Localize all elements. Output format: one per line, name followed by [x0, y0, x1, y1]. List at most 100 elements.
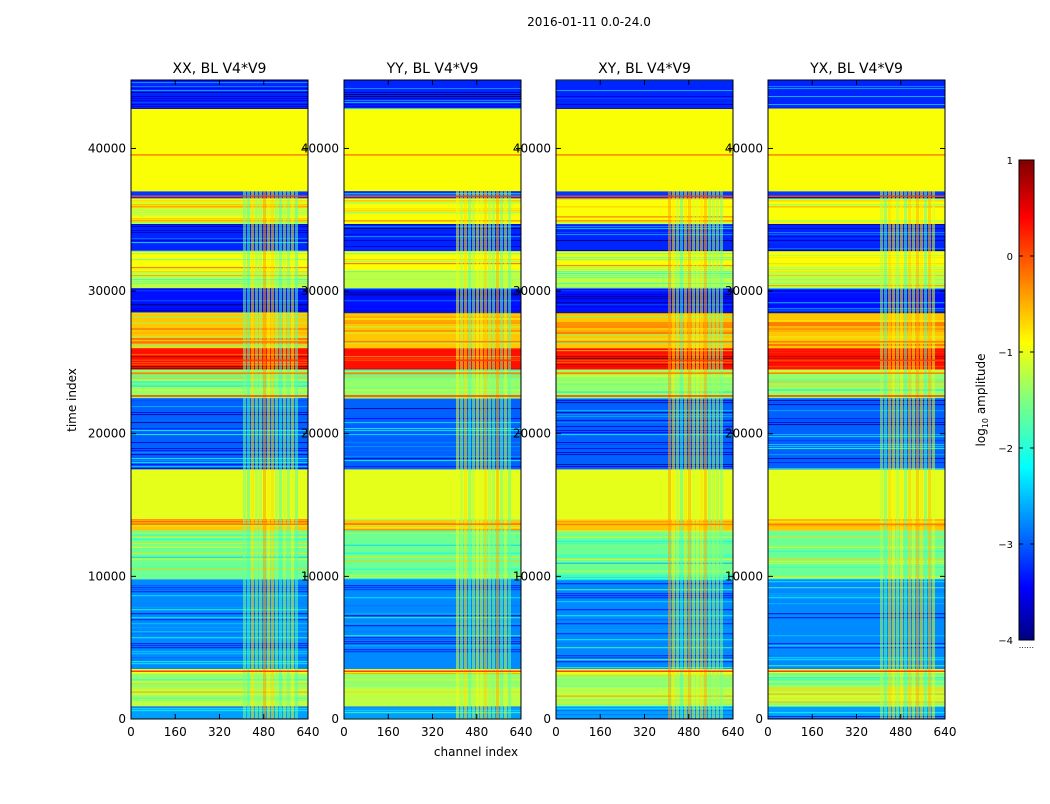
heatmap-row — [556, 362, 733, 364]
x-tick-label: 320 — [208, 725, 231, 739]
heatmap-band — [131, 398, 308, 470]
heatmap-row — [131, 661, 308, 663]
y-tick-label: 10000 — [725, 569, 763, 583]
heatmap-row — [556, 532, 733, 534]
heatmap-row — [768, 358, 945, 360]
heatmap-channel-column — [700, 191, 704, 719]
heatmap-row — [556, 259, 733, 261]
heatmap-cells — [556, 80, 733, 719]
heatmap-channel-column — [496, 191, 500, 719]
heatmap-row — [131, 430, 308, 432]
heatmap-row — [131, 460, 308, 462]
heatmap-row — [556, 629, 733, 631]
heatmap-row — [344, 446, 521, 448]
heatmap-row — [344, 639, 521, 641]
heatmap-row — [131, 697, 308, 699]
heatmap-row — [131, 536, 308, 538]
heatmap-row — [131, 657, 308, 659]
heatmap-row — [768, 265, 945, 267]
heatmap-row — [768, 701, 945, 703]
heatmap-channel-column — [712, 191, 716, 719]
x-tick-label: 0 — [764, 725, 772, 739]
heatmap-row — [556, 369, 733, 371]
heatmap-row — [344, 641, 521, 643]
heatmap-line — [768, 359, 945, 362]
heatmap-line — [344, 154, 521, 156]
heatmap-row — [344, 645, 521, 647]
heatmap-row — [556, 198, 733, 200]
y-tick-label: 10000 — [301, 569, 339, 583]
x-tick-label: 320 — [633, 725, 656, 739]
heatmap-row — [768, 366, 945, 368]
x-tick-label: 0 — [127, 725, 135, 739]
heatmap-row — [556, 220, 733, 222]
heatmap-row — [131, 238, 308, 240]
heatmap-row — [131, 206, 308, 208]
heatmap-row — [131, 603, 308, 605]
heatmap-channel-column — [900, 191, 904, 719]
panel-title: YY, BL V4*V9 — [386, 61, 479, 77]
heatmap-channel-column — [259, 191, 263, 719]
heatmap-row — [131, 208, 308, 210]
heatmap-channel-column — [255, 191, 259, 719]
heatmap-row — [344, 246, 521, 248]
heatmap-line — [556, 523, 733, 526]
heatmap-row — [768, 550, 945, 552]
colorbar-tick-label: 0 — [1007, 252, 1013, 263]
heatmap-row — [768, 566, 945, 568]
y-tick-label: 10000 — [513, 569, 551, 583]
heatmap-row — [344, 532, 521, 534]
heatmap-row — [131, 669, 308, 671]
heatmap-row — [556, 373, 733, 375]
heatmap-row — [556, 342, 733, 344]
heatmap-row — [768, 458, 945, 460]
heatmap-row — [344, 530, 521, 532]
heatmap-row — [556, 701, 733, 703]
heatmap-row — [768, 222, 945, 224]
heatmap-band — [768, 369, 945, 399]
colorbar-tick-label: −4 — [998, 636, 1013, 647]
heatmap-row — [131, 428, 308, 430]
heatmap-row — [556, 583, 733, 585]
x-tick-label: 160 — [589, 725, 612, 739]
heatmap-row — [556, 287, 733, 289]
heatmap-row — [556, 562, 733, 564]
heatmap-line — [768, 395, 945, 397]
heatmap-channel-column — [279, 191, 283, 719]
heatmap-row — [768, 521, 945, 523]
heatmap-row — [344, 679, 521, 681]
heatmap-channel-column — [672, 191, 676, 719]
heatmap-line — [131, 395, 308, 397]
heatmap-channel-column — [892, 191, 896, 719]
heatmap-band — [344, 530, 521, 580]
heatmap-row — [131, 552, 308, 554]
heatmap-row — [131, 448, 308, 450]
heatmap-channel-column — [904, 191, 908, 719]
heatmap-channel-column — [688, 191, 692, 719]
heatmap-row — [556, 290, 733, 292]
panel-xx: XX, BL V4*V9 0 160 320 480 640 0 10000 20000 3000… — [88, 61, 320, 739]
heatmap-row — [768, 204, 945, 206]
heatmap-row — [556, 400, 733, 402]
heatmap-row — [344, 200, 521, 202]
y-tick-label: 40000 — [88, 141, 126, 155]
heatmap-row — [768, 655, 945, 657]
heatmap-row — [131, 532, 308, 534]
heatmap-row — [344, 466, 521, 468]
heatmap-row — [556, 358, 733, 360]
heatmap-row — [344, 585, 521, 587]
heatmap-row — [556, 597, 733, 599]
panel-title: XY, BL V4*V9 — [598, 61, 691, 77]
heatmap-row — [768, 444, 945, 446]
heatmap-row — [556, 267, 733, 269]
heatmap-row — [344, 544, 521, 546]
heatmap-line — [556, 341, 733, 343]
heatmap-row — [131, 86, 308, 87]
heatmap-row — [344, 312, 521, 314]
x-tick-label: 0 — [552, 725, 560, 739]
heatmap-row — [768, 269, 945, 271]
heatmap-band — [556, 108, 733, 192]
heatmap-row — [556, 420, 733, 422]
heatmap-row — [131, 300, 308, 302]
